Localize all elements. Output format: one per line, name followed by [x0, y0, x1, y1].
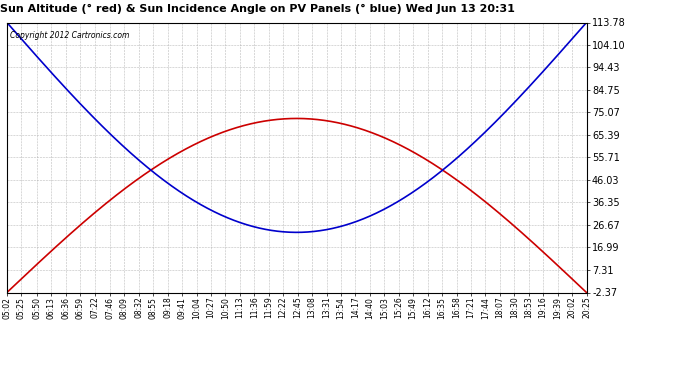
Text: Copyright 2012 Cartronics.com: Copyright 2012 Cartronics.com	[10, 31, 129, 40]
Text: Sun Altitude (° red) & Sun Incidence Angle on PV Panels (° blue) Wed Jun 13 20:3: Sun Altitude (° red) & Sun Incidence Ang…	[0, 4, 515, 14]
